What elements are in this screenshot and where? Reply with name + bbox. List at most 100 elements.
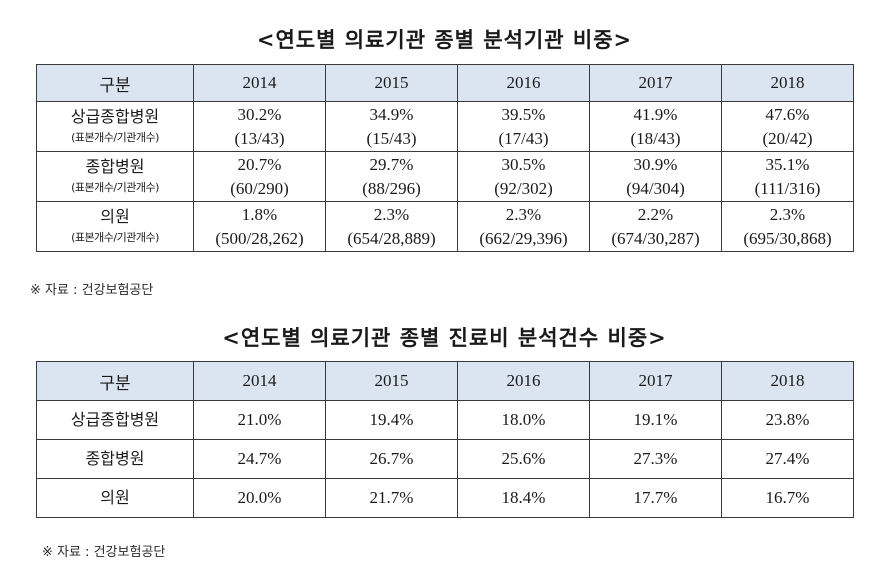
cell-count: (94/304) (626, 178, 685, 198)
cell-percent: 30.2% (237, 104, 282, 124)
cell-percent: 41.9% (633, 104, 678, 124)
cell-count: (654/28,889) (347, 228, 436, 248)
cell-percent: 35.1% (765, 154, 810, 174)
row-label: 의원 (표본개수/기관개수) (36, 201, 194, 252)
table-row: 종합병원 24.7% 26.7% 25.6% 27.3% 27.4% (36, 439, 854, 479)
table-header-row: 구분 2014 2015 2016 2017 2018 (36, 361, 854, 401)
table-cell: 2.3% (695/30,868) (721, 201, 854, 252)
cell-count: (13/43) (234, 128, 285, 148)
row-label-main: 상급종합병원 (70, 106, 160, 126)
table1-title: <연도별 의료기관 종별 분석기관 비중> (256, 27, 633, 52)
cell-percent: 1.8% (241, 204, 278, 224)
table-cell: 23.8% (721, 400, 854, 440)
row-label-main: 종합병원 (85, 449, 145, 468)
header-year: 2014 (193, 361, 326, 401)
table2-title: <연도별 의료기관 종별 진료비 분석건수 비중> (222, 325, 667, 350)
table-cell: 26.7% (325, 439, 458, 479)
table-cell: 30.9% (94/304) (589, 151, 722, 202)
cell-percent: 34.9% (369, 104, 414, 124)
cell-percent: 30.5% (501, 154, 546, 174)
row-label: 상급종합병원 (36, 400, 194, 440)
table-cell: 30.5% (92/302) (457, 151, 590, 202)
cell-count: (20/42) (762, 128, 813, 148)
analysis-institution-ratio-table: 구분 2014 2015 2016 2017 2018 상급종합병원 (표본개수… (36, 64, 854, 252)
table-cell: 20.0% (193, 478, 326, 518)
cell-count: (500/28,262) (215, 228, 304, 248)
header-year: 2015 (325, 361, 458, 401)
cell-percent: 20.7% (237, 154, 282, 174)
table-cell: 17.7% (589, 478, 722, 518)
header-year: 2017 (589, 361, 722, 401)
header-year: 2015 (325, 64, 458, 102)
cell-percent: 2.3% (505, 204, 542, 224)
table-cell: 19.4% (325, 400, 458, 440)
cell-percent: 30.9% (633, 154, 678, 174)
table-cell: 1.8% (500/28,262) (193, 201, 326, 252)
table-cell: 18.0% (457, 400, 590, 440)
table-cell: 34.9% (15/43) (325, 101, 458, 152)
table-cell: 39.5% (17/43) (457, 101, 590, 152)
table-cell: 25.6% (457, 439, 590, 479)
cell-percent: 47.6% (765, 104, 810, 124)
table-cell: 27.4% (721, 439, 854, 479)
table-row: 상급종합병원 (표본개수/기관개수) 30.2% (13/43) 34.9% (15… (36, 101, 854, 152)
table-cell: 21.0% (193, 400, 326, 440)
cell-count: (111/316) (754, 178, 821, 198)
header-category: 구분 (36, 64, 194, 102)
table-cell: 2.3% (662/29,396) (457, 201, 590, 252)
cell-percent: 2.3% (769, 204, 806, 224)
row-label-sub: (표본개수/기관개수) (71, 180, 159, 194)
header-category: 구분 (36, 361, 194, 401)
table-cell: 29.7% (88/296) (325, 151, 458, 202)
table-row: 의원 (표본개수/기관개수) 1.8% (500/28,262) 2.3% (654… (36, 201, 854, 252)
table-cell: 19.1% (589, 400, 722, 440)
table-row: 종합병원 (표본개수/기관개수) 20.7% (60/290) 29.7% (88/… (36, 151, 854, 202)
row-label-main: 종합병원 (85, 156, 145, 176)
header-year: 2018 (721, 64, 854, 102)
cell-percent: 39.5% (501, 104, 546, 124)
claims-analysis-ratio-table: 구분 2014 2015 2016 2017 2018 상급종합병원 21.0%… (36, 361, 854, 518)
row-label: 상급종합병원 (표본개수/기관개수) (36, 101, 194, 152)
source-note: ※ 자료 : 건강보험공단 (42, 545, 166, 560)
cell-percent: 2.2% (637, 204, 674, 224)
table-header-row: 구분 2014 2015 2016 2017 2018 (36, 64, 854, 102)
row-label: 종합병원 (36, 439, 194, 479)
table-cell: 20.7% (60/290) (193, 151, 326, 202)
table-cell: 16.7% (721, 478, 854, 518)
table-row: 의원 20.0% 21.7% 18.4% 17.7% 16.7% (36, 478, 854, 518)
row-label-main: 의원 (100, 206, 130, 226)
header-year: 2014 (193, 64, 326, 102)
cell-count: (695/30,868) (743, 228, 832, 248)
row-label: 종합병원 (표본개수/기관개수) (36, 151, 194, 202)
table-cell: 47.6% (20/42) (721, 101, 854, 152)
cell-count: (60/290) (230, 178, 289, 198)
table-cell: 41.9% (18/43) (589, 101, 722, 152)
row-label: 의원 (36, 478, 194, 518)
header-year: 2016 (457, 64, 590, 102)
cell-count: (15/43) (366, 128, 417, 148)
row-label-main: 의원 (100, 488, 130, 507)
table-row: 상급종합병원 21.0% 19.4% 18.0% 19.1% 23.8% (36, 400, 854, 440)
cell-count: (18/43) (630, 128, 681, 148)
table-cell: 35.1% (111/316) (721, 151, 854, 202)
cell-count: (674/30,287) (611, 228, 700, 248)
table-cell: 30.2% (13/43) (193, 101, 326, 152)
row-label-main: 상급종합병원 (70, 410, 160, 429)
source-note: ※ 자료 : 건강보험공단 (30, 283, 154, 298)
cell-percent: 2.3% (373, 204, 410, 224)
header-year: 2018 (721, 361, 854, 401)
cell-count: (88/296) (362, 178, 421, 198)
table-cell: 24.7% (193, 439, 326, 479)
header-year: 2017 (589, 64, 722, 102)
row-label-sub: (표본개수/기관개수) (71, 130, 159, 144)
header-year: 2016 (457, 361, 590, 401)
table-cell: 2.3% (654/28,889) (325, 201, 458, 252)
cell-count: (17/43) (498, 128, 549, 148)
table-cell: 2.2% (674/30,287) (589, 201, 722, 252)
table-cell: 18.4% (457, 478, 590, 518)
table-cell: 21.7% (325, 478, 458, 518)
table-cell: 27.3% (589, 439, 722, 479)
cell-count: (92/302) (494, 178, 553, 198)
row-label-sub: (표본개수/기관개수) (71, 230, 159, 244)
cell-count: (662/29,396) (479, 228, 568, 248)
